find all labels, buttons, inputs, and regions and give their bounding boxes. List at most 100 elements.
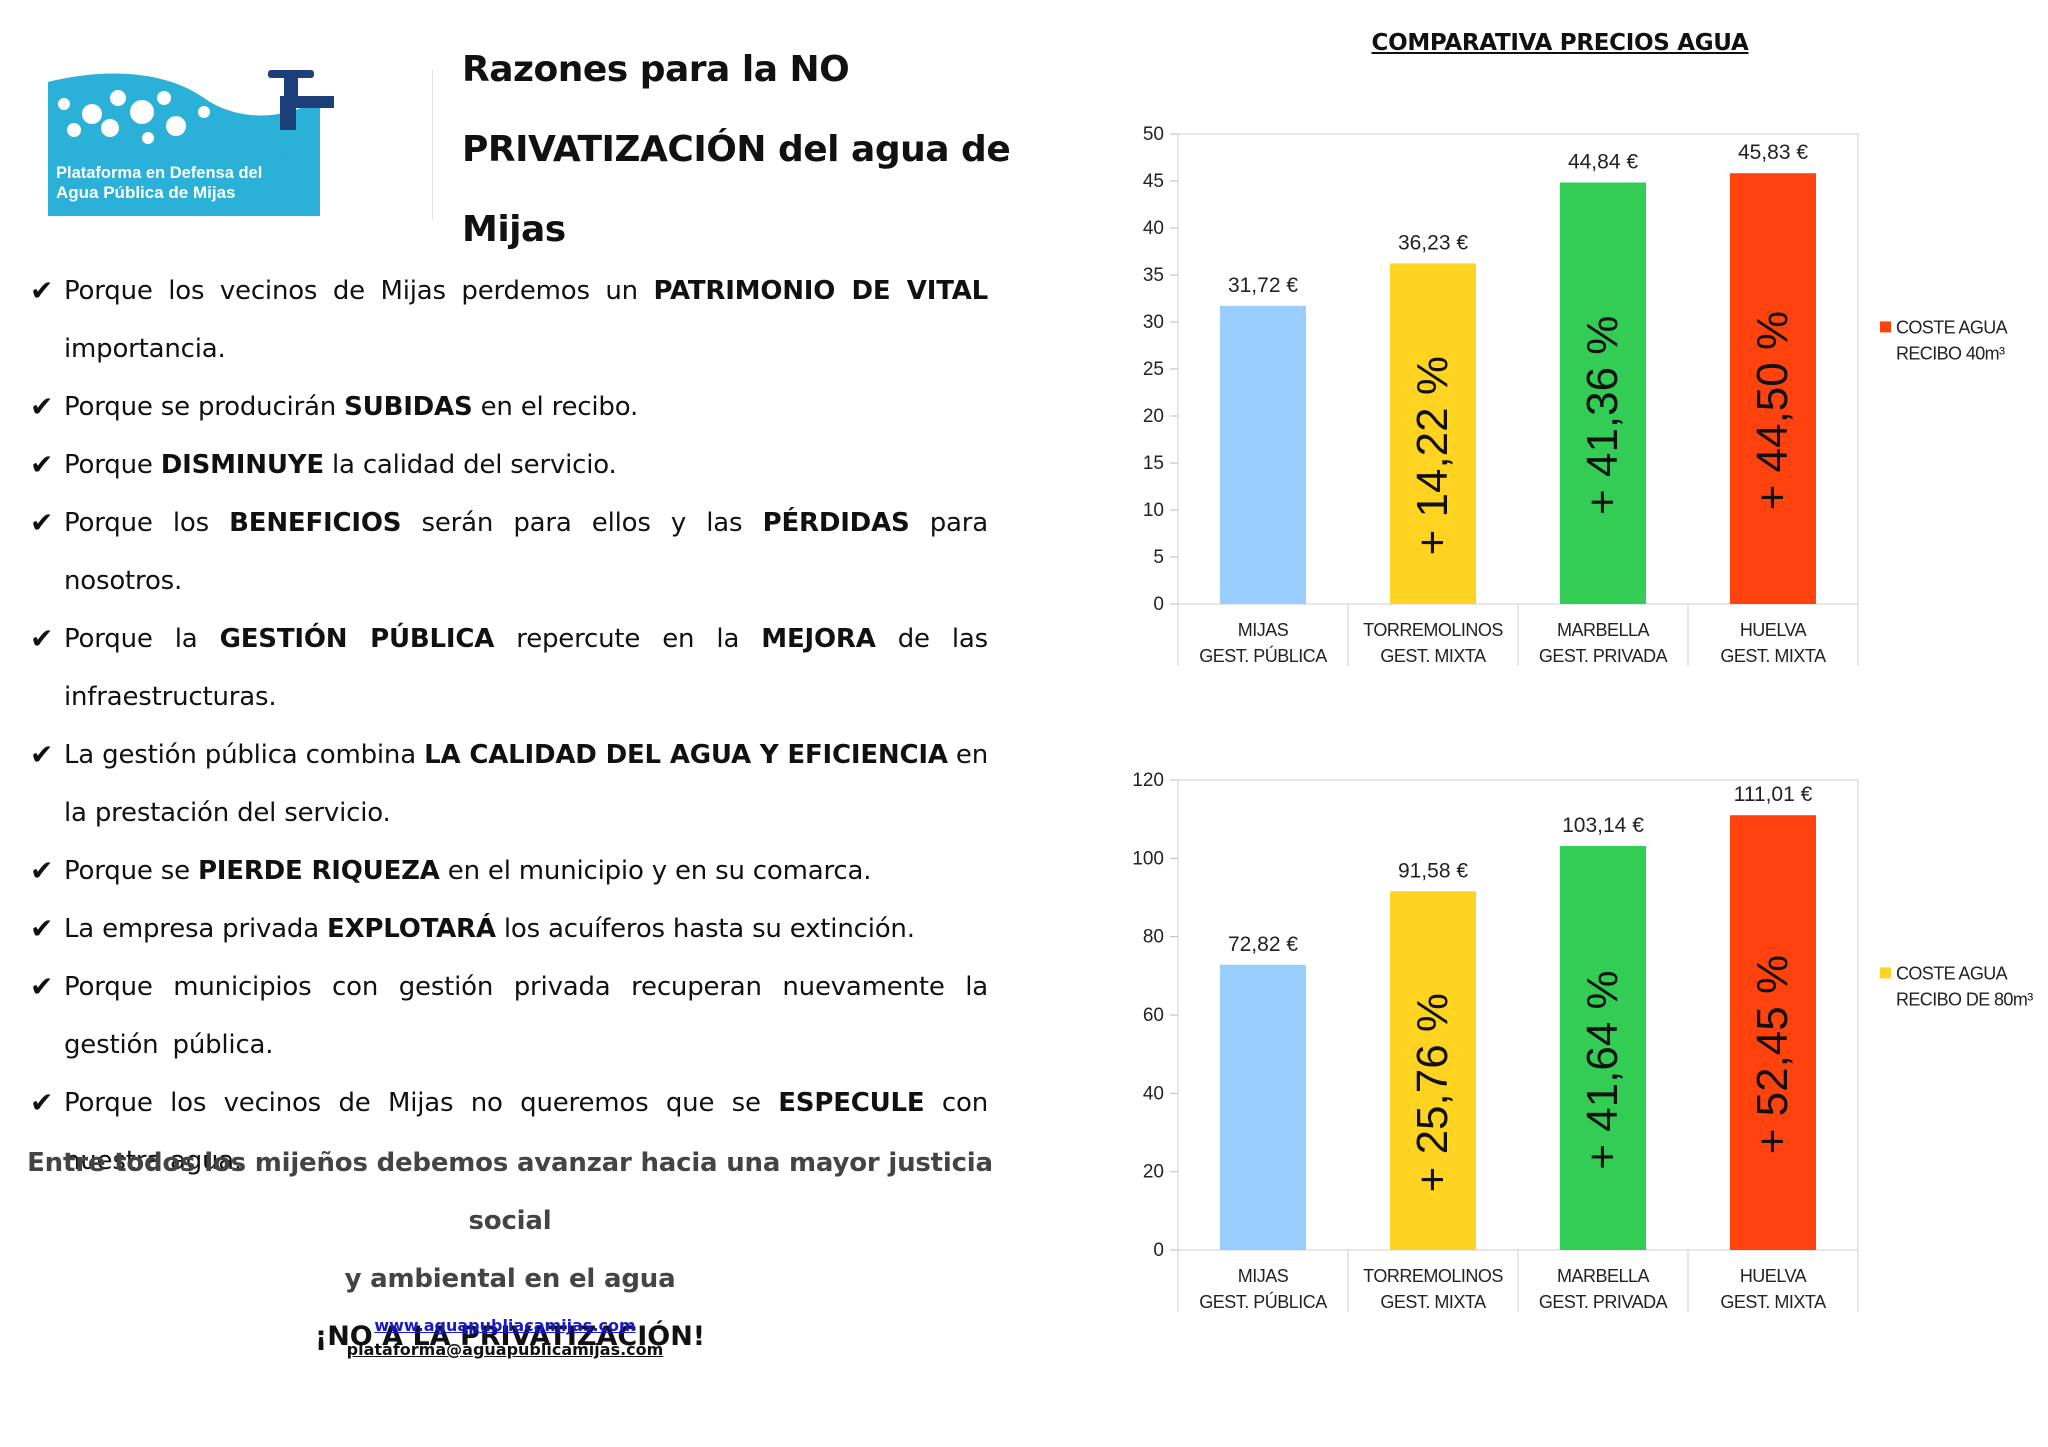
percent-annotation: + 41,36 % — [1578, 316, 1627, 515]
checkmark-icon: ✔ — [30, 622, 54, 655]
category-label: GEST. PRIVADA — [1539, 1292, 1668, 1312]
checkmark-icon: ✔ — [30, 1086, 54, 1119]
reason-text: repercute en la — [494, 624, 762, 654]
chart-40m3: 0 5 10 15 20 25 30 35 40 45 50 31,72 € MIJAS GEST. PÚ… — [1143, 124, 2008, 666]
bar — [1220, 964, 1306, 1250]
reason-text: Porque — [64, 450, 161, 480]
platform-logo: Plataforma en Defensa del Agua Pública d… — [48, 70, 334, 216]
y-tick-label: 0 — [1153, 1240, 1164, 1261]
logo-wave — [48, 73, 320, 216]
bar — [1560, 182, 1646, 604]
data-label: 36,23 € — [1398, 231, 1468, 254]
bar — [1730, 173, 1816, 604]
category-label: MIJAS — [1238, 1266, 1289, 1286]
reason-item: ✔ Porque municipios con gestión privada r… — [28, 958, 988, 1074]
data-label: 103,14 € — [1562, 814, 1644, 837]
reason-text: Porque los — [64, 508, 230, 538]
reason-item: ✔ Porque se PIERDE RIQUEZA en el municipi… — [28, 842, 988, 900]
y-tick-label: 10 — [1143, 500, 1164, 521]
left-panel: Plataforma en Defensa del Agua Pública d… — [0, 0, 1011, 1447]
website-link[interactable]: www.aguapubliacamijas.com — [374, 1316, 636, 1335]
title-line: PRIVATIZACIÓN del agua de — [462, 129, 1011, 170]
y-tick-label: 25 — [1143, 359, 1164, 380]
reason-emphasis: EXPLOTARÁ — [327, 914, 496, 944]
reason-emphasis: BENEFICIOS — [229, 508, 402, 538]
y-tick-label: 60 — [1143, 1005, 1164, 1026]
closing-line: Entre todos los mijeños debemos avanzar … — [27, 1148, 993, 1236]
category-label: GEST. PÚBLICA — [1199, 1291, 1327, 1312]
contact-links: www.aguapubliacamijas.com plataforma@agu… — [0, 1314, 1010, 1362]
data-label: 91,58 € — [1398, 859, 1468, 882]
page-title: Razones para la NO PRIVATIZACIÓN del agu… — [462, 30, 1011, 270]
closing-line: y ambiental en el agua — [344, 1264, 676, 1294]
y-tick-label: 35 — [1143, 265, 1164, 286]
category-label: MIJAS — [1238, 620, 1289, 640]
reason-text: Porque se — [64, 856, 198, 886]
percent-annotation: + 14,22 % — [1408, 356, 1457, 555]
reason-text: Porque los vecinos de Mijas perdemos un — [64, 276, 654, 306]
bar — [1220, 305, 1306, 604]
category-label: GEST. MIXTA — [1720, 1292, 1826, 1312]
y-tick-label: 30 — [1143, 312, 1164, 333]
reason-text: para nosotros. — [64, 508, 988, 596]
category-label: GEST. MIXTA — [1380, 1292, 1486, 1312]
percent-annotation: + 44,50 % — [1748, 311, 1797, 510]
bar — [1560, 846, 1646, 1250]
faucet-icon — [268, 70, 334, 156]
reason-emphasis: PÉRDIDAS — [762, 508, 910, 538]
reason-text: en el recibo. — [472, 392, 639, 422]
reason-text: Porque los vecinos de Mijas no queremos … — [64, 1088, 779, 1118]
reason-text: de las infraestructuras. — [64, 624, 988, 712]
category-label: TORREMOLINOS — [1363, 1266, 1503, 1286]
reason-emphasis: GESTIÓN PÚBLICA — [219, 624, 495, 654]
reason-emphasis: LA CALIDAD DEL AGUA Y EFICIENCIA — [424, 740, 948, 770]
category-label: GEST. PÚBLICA — [1199, 645, 1327, 666]
reason-emphasis: PATRIMONIO DE VITAL — [653, 276, 989, 306]
reason-text: importancia. — [64, 334, 226, 364]
y-tick-label: 40 — [1143, 218, 1164, 239]
checkmark-icon: ✔ — [30, 390, 54, 423]
reason-text: los acuíferos hasta su extinción. — [495, 914, 915, 944]
category-label: GEST. PRIVADA — [1539, 646, 1668, 666]
reason-text: en el municipio y en su comarca. — [439, 856, 872, 886]
reason-item: ✔ La gestión pública combina LA CALIDAD D… — [28, 726, 988, 842]
percent-annotation: + 52,45 % — [1748, 955, 1797, 1154]
closing-message: Entre todos los mijeños debemos avanzar … — [20, 1134, 1000, 1366]
category-label: HUELVA — [1740, 1266, 1807, 1286]
checkmark-icon: ✔ — [30, 854, 54, 887]
reason-item: ✔ Porque DISMINUYE la calidad del servici… — [28, 436, 988, 494]
y-tick-label: 45 — [1143, 171, 1164, 192]
reason-emphasis: SUBIDAS — [344, 392, 473, 422]
y-tick-label: 120 — [1132, 770, 1164, 791]
reason-text: La gestión pública combina — [64, 740, 425, 770]
legend-label: RECIBO DE 80m³ — [1896, 989, 2033, 1009]
reason-item: ✔ Porque la GESTIÓN PÚBLICA repercute en … — [28, 610, 988, 726]
y-tick-label: 15 — [1143, 453, 1164, 474]
checkmark-icon: ✔ — [30, 274, 54, 307]
logo-divider — [432, 70, 433, 220]
reason-emphasis: ESPECULE — [778, 1088, 925, 1118]
category-label: HUELVA — [1740, 620, 1807, 640]
reason-text: la calidad del servicio. — [323, 450, 617, 480]
category-label: GEST. MIXTA — [1720, 646, 1826, 666]
category-label: MARBELLA — [1557, 620, 1650, 640]
y-tick-label: 80 — [1143, 927, 1164, 948]
email-link[interactable]: plataforma@aguapublicamijas.com — [346, 1340, 664, 1359]
bar — [1390, 263, 1476, 604]
reason-emphasis: PIERDE RIQUEZA — [197, 856, 440, 886]
category-label: TORREMOLINOS — [1363, 620, 1503, 640]
slogan: ¡NO A LA PRIVATIZACIÓN! — [314, 1321, 706, 1352]
bar — [1390, 891, 1476, 1250]
title-line: Mijas — [462, 209, 566, 250]
reason-text: La empresa privada — [64, 914, 328, 944]
y-tick-label: 20 — [1143, 406, 1164, 427]
category-label: MARBELLA — [1557, 1266, 1650, 1286]
data-label: 31,72 € — [1228, 274, 1298, 297]
category-label: GEST. MIXTA — [1380, 646, 1486, 666]
legend-swatch — [1880, 321, 1891, 333]
logo-text-line1: Plataforma en Defensa del — [56, 164, 262, 182]
reason-item: ✔ La empresa privada EXPLOTARÁ los acuífe… — [28, 900, 988, 958]
percent-annotation: + 25,76 % — [1408, 993, 1457, 1192]
data-label: 72,82 € — [1228, 933, 1298, 956]
right-panel: COMPARATIVA PRECIOS AGUA 0 5 10 15 20 25 30 35 4… — [1050, 0, 2048, 1447]
